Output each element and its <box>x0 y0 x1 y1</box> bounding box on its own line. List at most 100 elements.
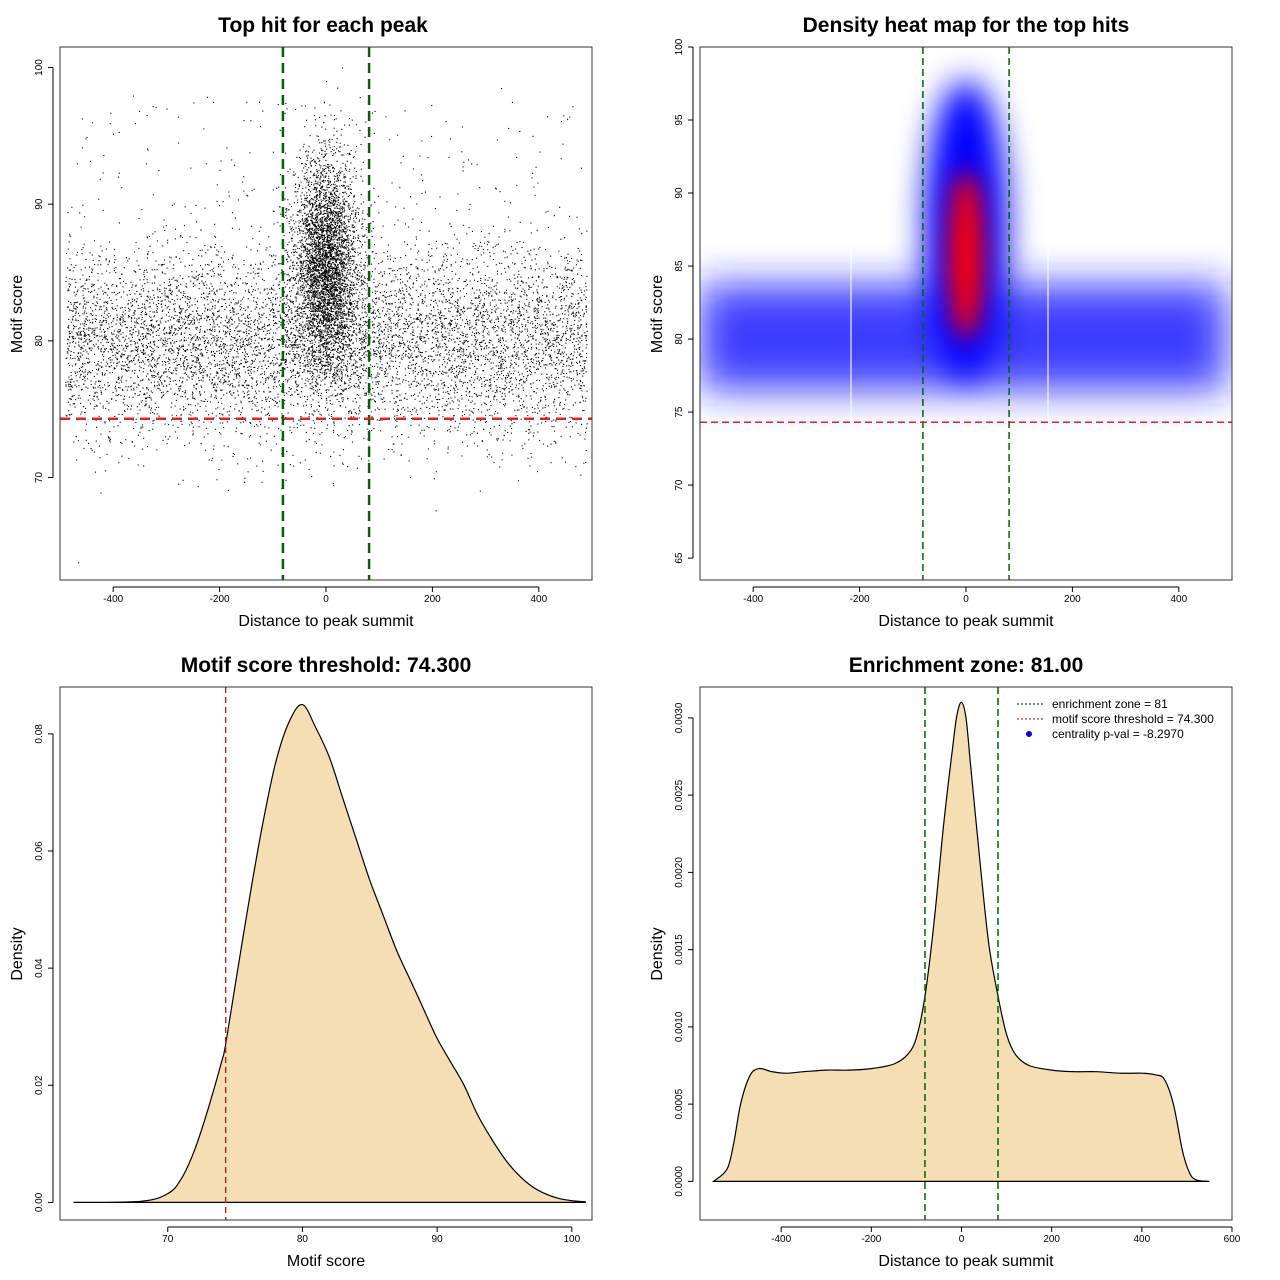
scatter-point <box>431 400 433 402</box>
scatter-point <box>164 273 166 275</box>
scatter-point <box>396 313 398 315</box>
scatter-point <box>311 281 313 283</box>
scatter-point <box>67 306 69 308</box>
scatter-point <box>471 432 473 434</box>
scatter-point <box>558 297 560 299</box>
scatter-point <box>563 299 565 301</box>
scatter-point <box>461 331 463 333</box>
scatter-point <box>215 375 217 377</box>
scatter-point <box>102 320 104 322</box>
scatter-point <box>316 379 318 381</box>
scatter-point <box>124 411 126 413</box>
scatter-point <box>479 241 481 243</box>
scatter-point <box>381 274 383 276</box>
scatter-point <box>385 369 387 371</box>
scatter-point <box>173 309 175 311</box>
scatter-point <box>572 341 574 343</box>
scatter-point <box>517 316 519 318</box>
scatter-point <box>145 299 147 301</box>
scatter-point <box>337 355 339 357</box>
scatter-point <box>315 356 317 358</box>
scatter-point <box>465 334 467 336</box>
scatter-point <box>277 381 279 383</box>
scatter-point <box>388 352 390 354</box>
scatter-point <box>515 377 517 379</box>
scatter-point <box>263 373 265 375</box>
scatter-point <box>130 281 132 283</box>
scatter-point <box>126 404 128 406</box>
scatter-point <box>229 371 231 373</box>
scatter-point <box>433 346 435 348</box>
scatter-point <box>208 342 210 344</box>
scatter-point <box>415 362 417 364</box>
scatter-point <box>274 258 276 260</box>
scatter-point <box>207 293 209 295</box>
scatter-point <box>314 422 316 424</box>
scatter-point <box>523 362 525 364</box>
scatter-point <box>532 323 534 325</box>
scatter-point <box>534 391 536 393</box>
scatter-point <box>388 313 390 315</box>
scatter-point <box>147 354 149 356</box>
scatter-point <box>457 373 459 375</box>
scatter-point <box>355 360 357 362</box>
scatter-point <box>489 339 491 341</box>
scatter-point <box>443 269 445 271</box>
scatter-point <box>390 322 392 324</box>
scatter-point <box>287 316 289 318</box>
scatter-point <box>313 319 315 321</box>
scatter-point <box>554 273 556 275</box>
scatter-point <box>129 333 131 335</box>
scatter-point <box>294 306 296 308</box>
scatter-point <box>102 345 104 347</box>
scatter-point <box>380 338 382 340</box>
scatter-points <box>65 67 588 564</box>
scatter-point <box>313 410 315 412</box>
scatter-point <box>484 342 486 344</box>
scatter-point <box>148 291 150 293</box>
scatter-point <box>243 354 245 356</box>
scatter-point <box>346 369 348 371</box>
scatter-point <box>73 324 75 326</box>
scatter-point <box>542 407 544 409</box>
scatter-point <box>251 385 253 387</box>
scatter-point <box>556 345 558 347</box>
scatter-point <box>483 339 485 341</box>
scatter-point <box>105 259 107 261</box>
scatter-point <box>491 309 493 311</box>
scatter-point <box>169 351 171 353</box>
scatter-point <box>536 308 538 310</box>
scatter-point <box>395 276 397 278</box>
scatter-point <box>221 413 223 415</box>
scatter-point <box>235 313 237 315</box>
scatter-point <box>572 332 574 334</box>
scatter-point <box>134 343 136 345</box>
scatter-point <box>189 341 191 343</box>
scatter-point <box>536 379 538 381</box>
scatter-point <box>517 276 519 278</box>
scatter-point <box>302 302 304 304</box>
scatter-point <box>339 208 341 210</box>
scatter-point <box>294 377 296 379</box>
scatter-point <box>551 322 553 324</box>
scatter-point <box>424 417 426 419</box>
scatter-point <box>127 408 129 410</box>
scatter-point <box>102 290 104 292</box>
scatter-point <box>359 359 361 361</box>
scatter-point <box>200 393 202 395</box>
scatter-point <box>558 397 560 399</box>
scatter-point <box>95 319 97 321</box>
scatter-point <box>144 320 146 322</box>
scatter-point <box>153 375 155 377</box>
scatter-point <box>422 361 424 363</box>
scatter-point <box>437 346 439 348</box>
scatter-point <box>504 356 506 358</box>
scatter-point <box>133 389 135 391</box>
scatter-point <box>532 283 534 285</box>
scatter-point <box>445 301 447 303</box>
scatter-point <box>159 288 161 290</box>
scatter-point <box>297 293 299 295</box>
scatter-point <box>275 299 277 301</box>
scatter-point <box>268 350 270 352</box>
scatter-point <box>431 359 433 361</box>
